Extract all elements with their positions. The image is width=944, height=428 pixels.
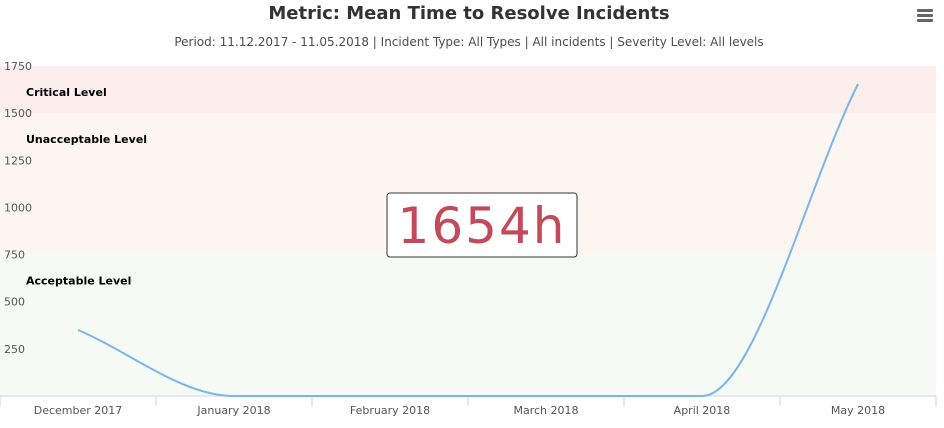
- chart-subtitle: Period: 11.12.2017 - 11.05.2018 | Incide…: [174, 35, 763, 49]
- chart-title: Metric: Mean Time to Resolve Incidents: [268, 3, 669, 24]
- x-axis: December 2017 January 2018 February 2018 Ma…: [0, 395, 937, 417]
- plot-band-label: Acceptable Level: [26, 275, 131, 288]
- x-tick-label: May 2018: [831, 404, 885, 417]
- series-line: [77, 83, 859, 398]
- series-lines: [77, 83, 859, 398]
- current-value: 1654h: [398, 197, 567, 255]
- x-tick-label: March 2018: [513, 404, 578, 417]
- plot-band-label: Critical Level: [26, 86, 107, 99]
- y-tick-label: 1250: [4, 154, 32, 167]
- x-tick-label: April 2018: [674, 404, 731, 417]
- y-axis-ticks: 250 500 750 1000 1250 1500 1750: [4, 60, 32, 356]
- hamburger-menu-icon: [917, 9, 933, 22]
- y-tick-label: 1000: [4, 201, 32, 214]
- x-tick-label: January 2018: [196, 404, 270, 417]
- x-tick-label: December 2017: [34, 404, 123, 417]
- x-tick-label: February 2018: [350, 404, 430, 417]
- y-tick-label: 500: [4, 296, 25, 309]
- y-tick-label: 250: [4, 343, 25, 356]
- current-value-box: 1654h: [386, 192, 578, 258]
- plot-band-label: Unacceptable Level: [26, 133, 147, 146]
- chart-menu-button[interactable]: [912, 5, 938, 27]
- plot-band: [0, 66, 936, 114]
- plot-band: [0, 254, 936, 396]
- plot-band-labels: Acceptable Level Unacceptable Level Critic…: [26, 86, 147, 288]
- y-tick-label: 750: [4, 249, 25, 262]
- y-tick-label: 1500: [4, 107, 32, 120]
- y-tick-label: 1750: [4, 60, 32, 73]
